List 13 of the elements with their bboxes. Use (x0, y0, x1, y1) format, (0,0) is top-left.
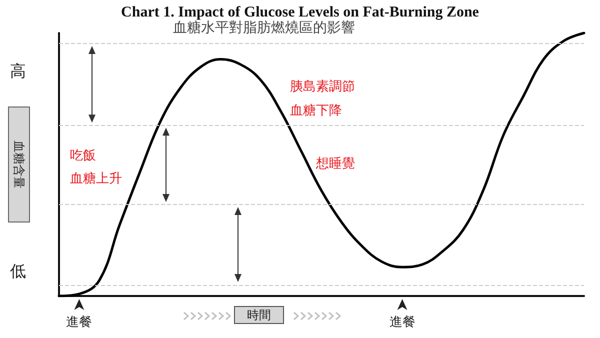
annotation: 血糖下降 (290, 104, 342, 118)
x-tick-label: 進餐 (66, 315, 92, 330)
annotation: 胰島素調節 (290, 80, 355, 94)
annotation: 吃飯 (70, 148, 96, 164)
x-axis-title: 時間 (247, 308, 271, 322)
chart-subtitle: 血糖水平對脂肪燃燒區的影響 (173, 20, 355, 36)
x-tick-label: 進餐 (389, 315, 416, 330)
chart-title: Chart 1. Impact of Glucose Levels on Fat-Burning Zone (121, 4, 480, 20)
annotation: 血糖上升 (70, 172, 122, 186)
annotation: 想睡覺 (315, 156, 355, 172)
y-axis-title: 血糖含量 (12, 140, 26, 188)
text: 低 (10, 262, 26, 280)
text: 高 (10, 62, 26, 80)
